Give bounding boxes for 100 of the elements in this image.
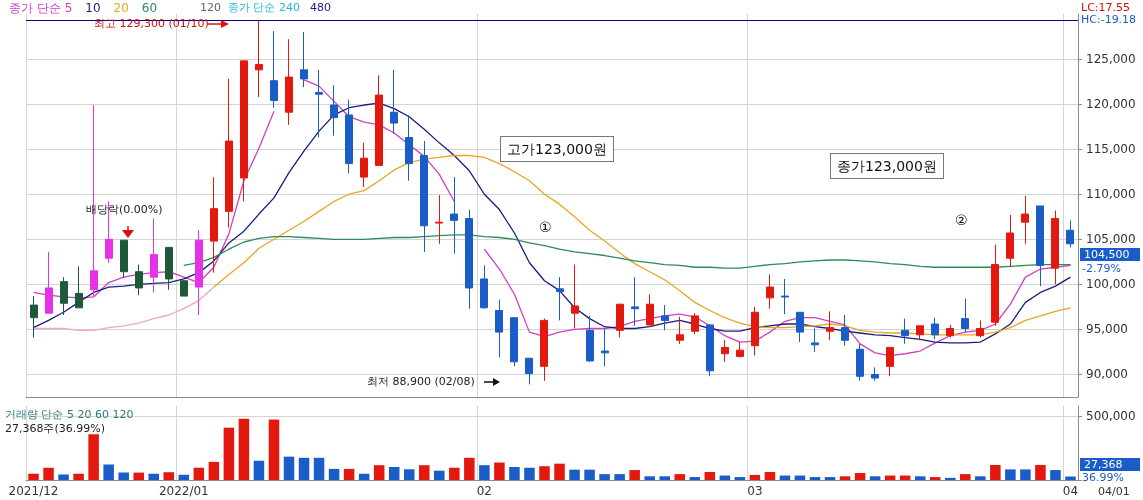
bar xyxy=(479,465,490,480)
bar xyxy=(809,477,821,480)
candlestick xyxy=(676,316,684,345)
bar xyxy=(509,466,520,480)
y-tick-label: 105,000 xyxy=(1086,232,1136,247)
candlestick xyxy=(435,194,443,245)
bar xyxy=(764,471,776,480)
bar xyxy=(73,473,84,480)
candlestick xyxy=(390,69,398,135)
text: 04/01 xyxy=(1098,485,1130,498)
bar xyxy=(43,467,54,480)
y-tick-label: 90,000 xyxy=(1086,367,1128,382)
candlestick xyxy=(405,114,413,182)
bar xyxy=(103,464,114,480)
candlestick xyxy=(270,30,278,109)
bar xyxy=(28,473,39,480)
text: 60 xyxy=(141,1,158,15)
bar xyxy=(403,469,415,480)
candlestick xyxy=(751,306,759,357)
bar xyxy=(975,476,986,480)
candlestick xyxy=(420,140,428,253)
candlestick xyxy=(465,209,473,310)
y-tick-label: 120,000 xyxy=(1086,97,1136,112)
x-tick-label: 04 xyxy=(1062,484,1079,498)
bar xyxy=(253,460,265,480)
candlestick xyxy=(480,264,488,310)
candlestick xyxy=(315,69,323,138)
text: 120 xyxy=(200,1,221,14)
annotation: 27,368주(36.99%) xyxy=(5,422,106,435)
bar xyxy=(268,419,280,480)
candlestick xyxy=(120,239,128,279)
candlestick xyxy=(631,276,639,327)
candlestick xyxy=(646,293,654,327)
candlestick xyxy=(30,295,38,339)
candlestick xyxy=(766,273,774,310)
candlestick xyxy=(255,19,263,98)
annotation: ① xyxy=(539,219,552,235)
bar xyxy=(283,456,295,480)
bar xyxy=(960,474,971,480)
x-tick-label: 2022/01 xyxy=(158,484,209,498)
text: -2.79% xyxy=(1082,262,1121,275)
candlestick xyxy=(1066,219,1074,248)
candlestick xyxy=(991,244,999,327)
candlestick xyxy=(495,299,503,358)
candlestick xyxy=(360,142,368,188)
candlestick xyxy=(225,78,233,229)
candlestick xyxy=(901,318,909,345)
line-series xyxy=(213,154,1072,336)
bar xyxy=(208,461,220,480)
bar xyxy=(1050,470,1061,480)
candlestick xyxy=(556,276,564,321)
candlestick xyxy=(1051,209,1059,285)
candlestick xyxy=(811,328,819,353)
y-tick-label: 110,000 xyxy=(1086,187,1136,202)
candlestick xyxy=(1006,214,1014,268)
annotation: 최저 88,900 (02/08) xyxy=(367,375,475,388)
y-tick-label: 115,000 xyxy=(1086,142,1136,157)
bar xyxy=(539,466,550,480)
candlestick xyxy=(375,74,383,166)
annotation: ② xyxy=(955,212,968,228)
bar xyxy=(388,466,400,480)
bar xyxy=(58,474,69,480)
candlestick xyxy=(1021,195,1029,245)
bar xyxy=(358,473,370,480)
annotation: 거래량 단순 5 20 60 120 xyxy=(5,408,134,421)
bar xyxy=(163,472,175,480)
candlestick xyxy=(525,357,533,385)
text: 480 xyxy=(310,1,331,14)
text: 104,500 xyxy=(1080,248,1140,261)
bar xyxy=(464,457,475,480)
bar xyxy=(1020,469,1031,480)
candlestick xyxy=(721,339,729,363)
x-tick-label: 03 xyxy=(747,484,763,498)
bar xyxy=(524,467,535,480)
y-tick-label: 100,000 xyxy=(1086,277,1136,292)
text: HC:-19.18 xyxy=(1081,13,1137,26)
bar xyxy=(434,470,445,480)
bar xyxy=(839,476,851,480)
text: 27,368 xyxy=(1080,458,1140,471)
annotation: 최고 129,300 (01/10) xyxy=(94,17,209,30)
candlestick xyxy=(586,315,594,363)
y-tick-label: 500,000 xyxy=(1086,409,1136,424)
bar xyxy=(599,474,610,480)
text: 10 xyxy=(85,1,101,15)
bar xyxy=(298,457,310,480)
bar xyxy=(343,468,355,480)
candlestick xyxy=(330,84,338,137)
candlestick xyxy=(856,343,864,382)
bar xyxy=(614,474,625,480)
bar xyxy=(734,477,746,480)
bar xyxy=(313,457,325,480)
candlestick xyxy=(916,325,924,341)
candlestick xyxy=(706,324,714,377)
candlestick xyxy=(616,303,624,339)
text: 종가 단순 5 xyxy=(9,1,73,15)
candlestick xyxy=(210,176,218,274)
bar xyxy=(749,474,761,480)
bar xyxy=(554,463,565,480)
bar xyxy=(193,467,205,480)
y-tick-label: 95,000 xyxy=(1086,322,1128,337)
